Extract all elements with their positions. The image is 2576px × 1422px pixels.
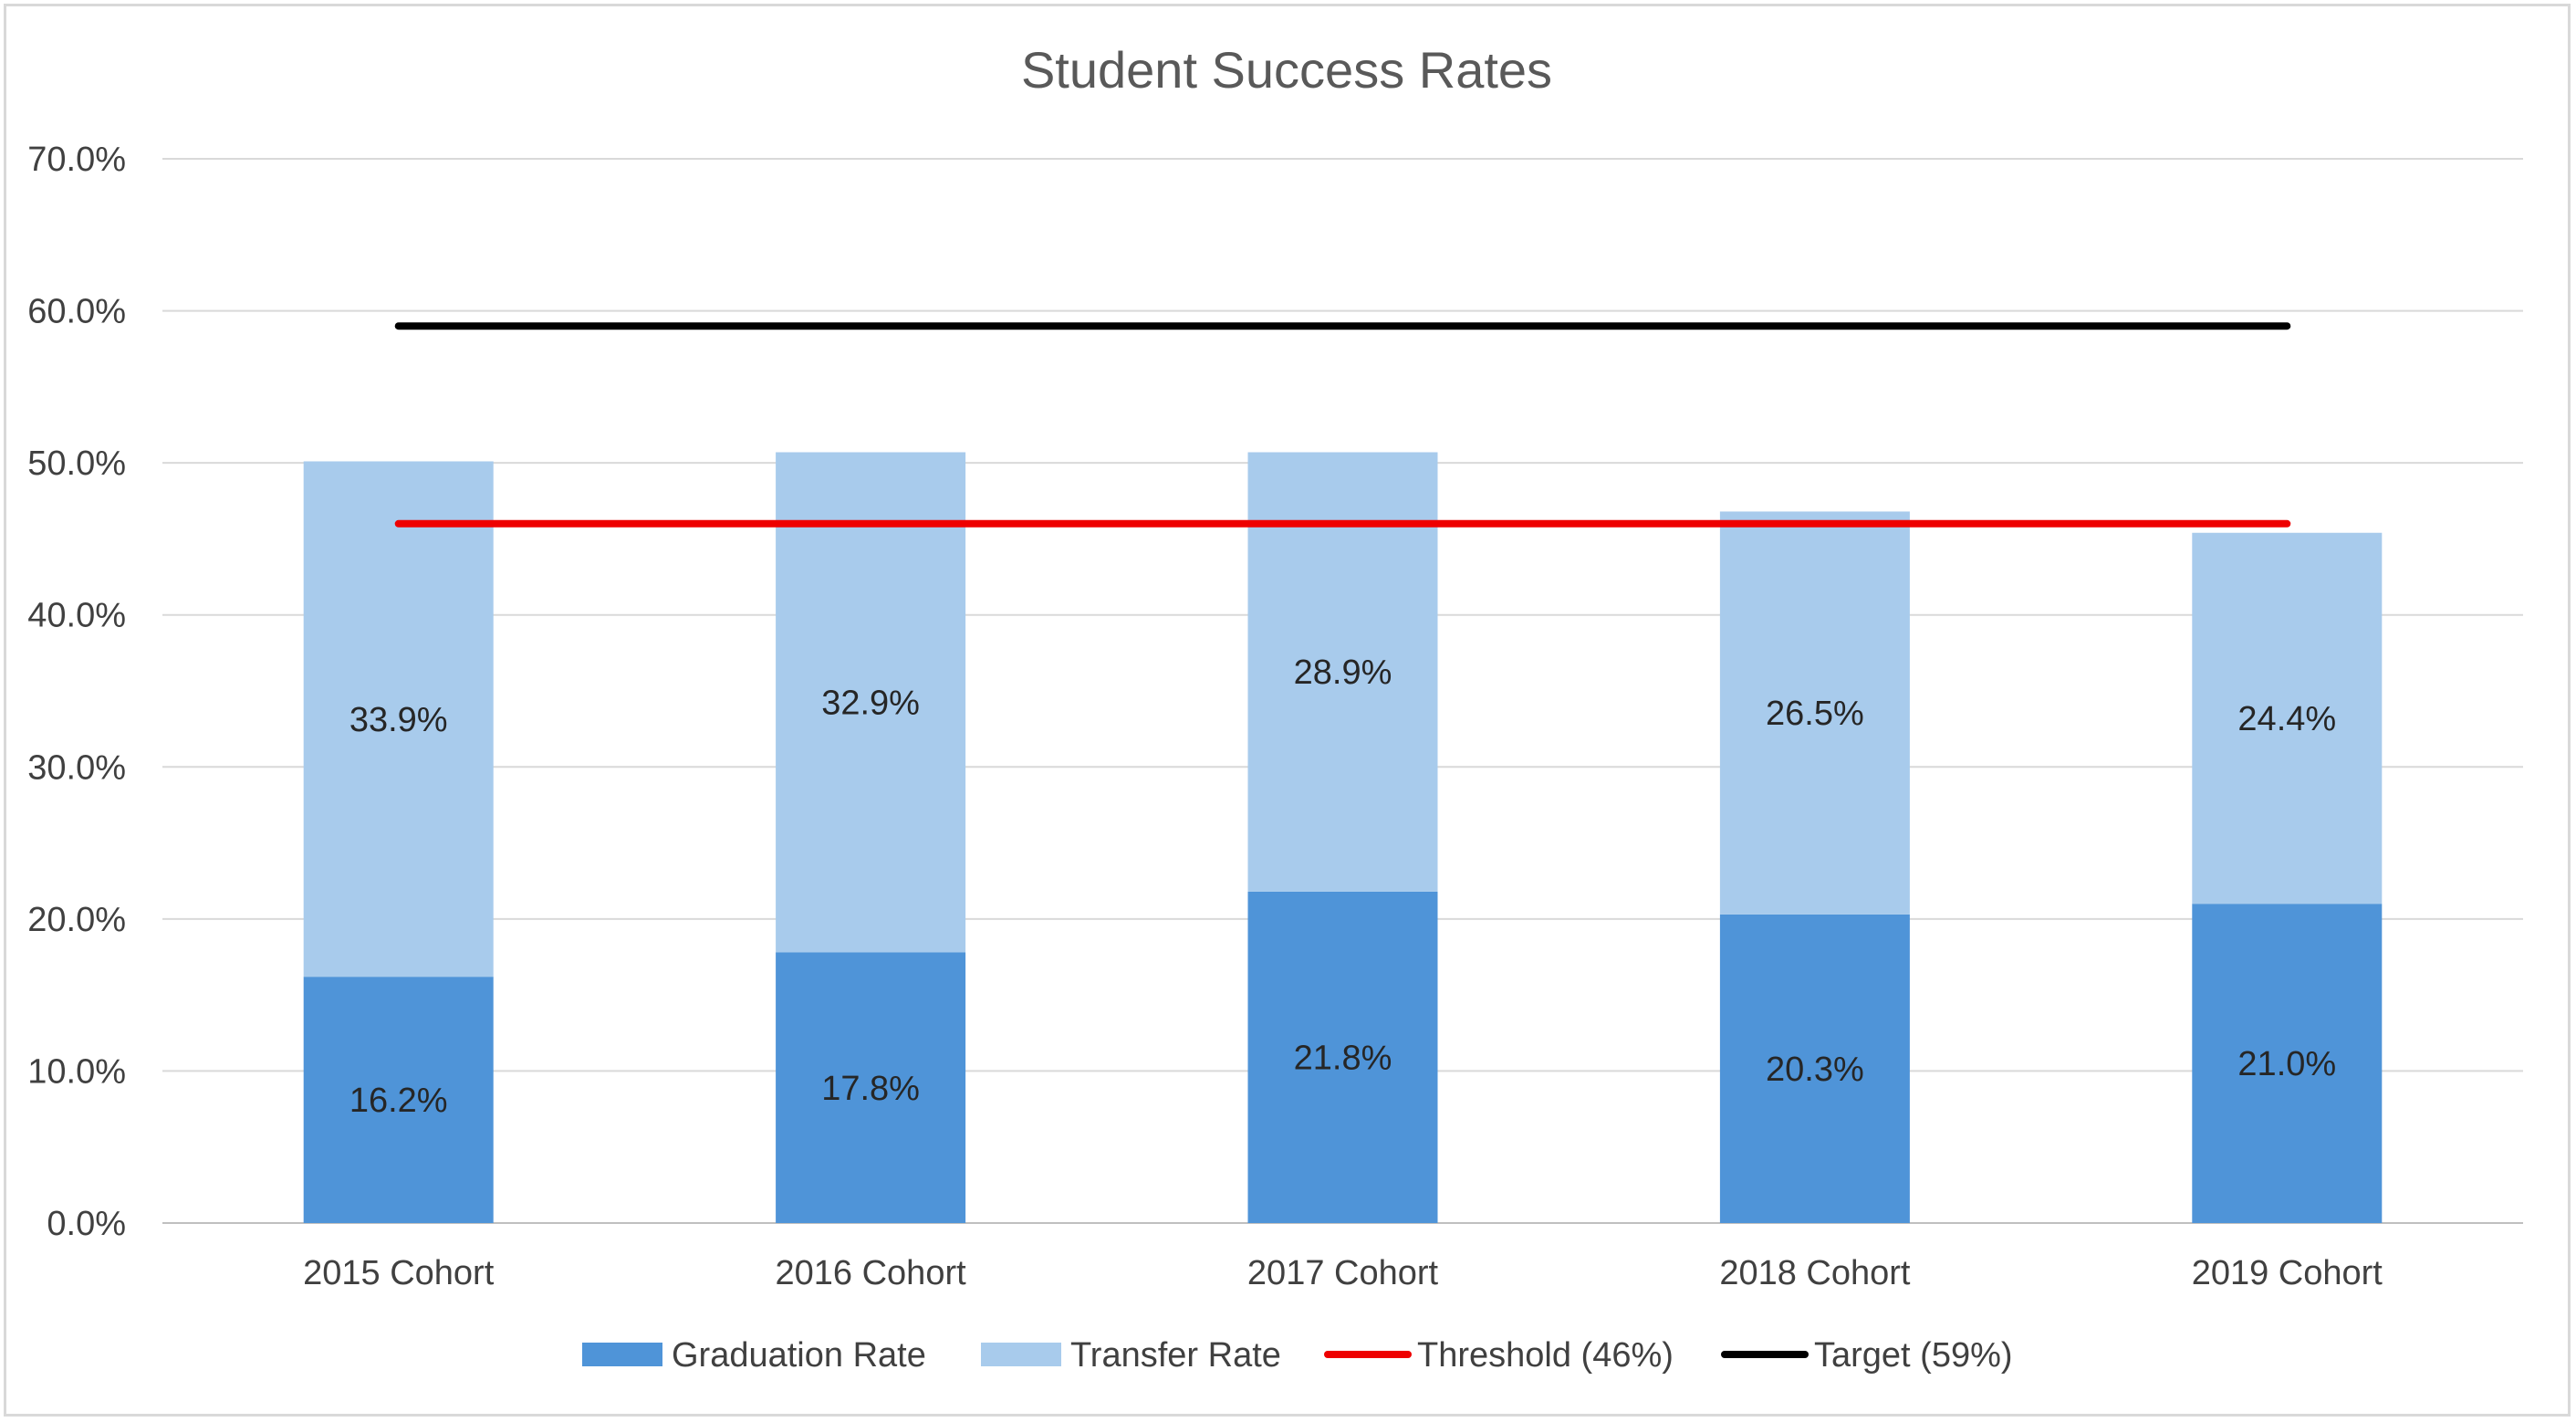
x-axis-labels: 2015 Cohort 2016 Cohort 2017 Cohort 2018 Co… xyxy=(303,1254,2383,1292)
legend-label: Target (59%) xyxy=(1814,1336,2013,1375)
x-tick-label: 2015 Cohort xyxy=(303,1254,495,1292)
bar-graduation xyxy=(303,977,494,1223)
legend-swatch xyxy=(582,1343,662,1366)
chart-title: Student Success Rates xyxy=(1021,41,1552,99)
bar-graduation xyxy=(2192,904,2383,1223)
legend-label: Transfer Rate xyxy=(1070,1336,1281,1375)
y-axis-ticks: 0.0% 10.0% 20.0% 30.0% 40.0% 50.0% 60.0% 70.0% xyxy=(27,141,126,1243)
x-tick-label: 2017 Cohort xyxy=(1247,1254,1439,1292)
data-label: 32.9% xyxy=(821,684,920,722)
data-label: 24.4% xyxy=(2237,700,2336,738)
x-tick-label: 2016 Cohort xyxy=(776,1254,967,1292)
data-label: 21.0% xyxy=(2237,1045,2336,1083)
y-tick-label: 70.0% xyxy=(27,141,126,179)
y-tick-label: 20.0% xyxy=(27,901,126,939)
x-tick-label: 2019 Cohort xyxy=(2192,1254,2383,1292)
y-tick-label: 40.0% xyxy=(27,597,126,635)
reference-lines xyxy=(394,322,2291,528)
data-label: 26.5% xyxy=(1766,695,1864,733)
bar-graduation xyxy=(776,952,966,1223)
y-tick-label: 10.0% xyxy=(27,1052,126,1091)
bar-graduation xyxy=(1719,914,1910,1223)
bar-graduation xyxy=(1247,891,1438,1223)
y-tick-label: 0.0% xyxy=(47,1205,126,1243)
legend-label: Threshold (46%) xyxy=(1417,1336,1674,1375)
y-tick-label: 30.0% xyxy=(27,748,126,787)
data-label: 28.9% xyxy=(1294,653,1392,692)
data-label: 16.2% xyxy=(349,1082,448,1120)
data-label: 17.8% xyxy=(821,1070,920,1108)
bars xyxy=(303,452,2383,1223)
bar-transfer xyxy=(1719,511,1910,915)
bar-transfer xyxy=(2192,532,2383,904)
y-tick-label: 60.0% xyxy=(27,293,126,331)
data-label: 20.3% xyxy=(1766,1051,1864,1089)
legend-swatch xyxy=(981,1343,1061,1366)
y-tick-label: 50.0% xyxy=(27,444,126,483)
data-label: 33.9% xyxy=(349,701,448,739)
data-label: 21.8% xyxy=(1294,1039,1392,1077)
legend: Graduation Rate Transfer Rate Threshold (4… xyxy=(582,1336,2013,1375)
bar-transfer xyxy=(303,461,494,978)
x-tick-label: 2018 Cohort xyxy=(1719,1254,1911,1292)
legend-label: Graduation Rate xyxy=(672,1336,926,1375)
data-labels: 16.2% 33.9% 17.8% 32.9% 21.8% 28.9% 20.3% 26.5%… xyxy=(349,653,2336,1120)
bar-transfer xyxy=(776,452,966,953)
